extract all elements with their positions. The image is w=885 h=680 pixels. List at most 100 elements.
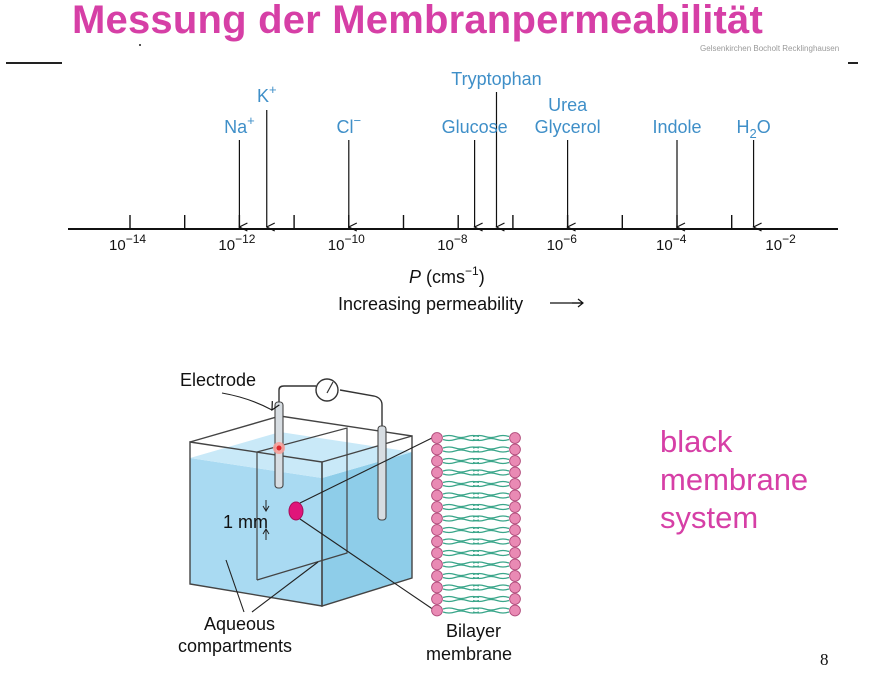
compartments-leader-right — [251, 561, 319, 613]
annotation-line1: black — [660, 424, 733, 459]
meter-dial — [315, 378, 339, 402]
lipid-tail — [472, 541, 510, 545]
compartments-leader-left — [225, 559, 245, 613]
lipid-tail — [472, 437, 510, 442]
lipid-tail — [472, 549, 510, 554]
tank-partition — [256, 427, 348, 581]
lipid-tail — [472, 538, 510, 542]
molecule-label-tryptophan: Tryptophan — [451, 69, 541, 89]
lipid-head — [431, 466, 443, 479]
molecule-label-indole: Indole — [652, 117, 701, 137]
tick-exponent: −10 — [344, 232, 365, 246]
water-top-face — [190, 432, 412, 478]
tick-exponent: −6 — [563, 232, 577, 246]
lipid-head — [509, 581, 521, 594]
lipid-tail — [472, 572, 510, 577]
scale-tick-label: 10−12 — [218, 232, 255, 254]
molecule-sup: + — [269, 82, 277, 97]
tick-exponent: −4 — [673, 232, 687, 246]
black-membrane-annotation: black membrane system — [660, 423, 808, 537]
electrode-leader — [221, 392, 272, 410]
tick-base: 10 — [547, 237, 564, 254]
slide-title: Messung der Membranpermeabilität — [72, 0, 764, 42]
lipid-head — [509, 558, 521, 571]
lipid-tail — [442, 495, 480, 499]
molecule-base: Glycerol — [535, 117, 601, 137]
lipid-head — [431, 524, 443, 536]
lipid-tail — [442, 492, 480, 496]
lipid-tail — [442, 587, 480, 591]
molecule-base: H — [736, 117, 749, 137]
lipid-tail — [442, 483, 480, 488]
lipid-tail — [442, 457, 480, 462]
lipid-tail — [472, 480, 510, 485]
axis-title: P (cms−1) — [409, 264, 485, 287]
scale-tick-label: 10−8 — [437, 232, 468, 254]
molecule-base: Glucose — [442, 117, 508, 137]
lipid-tail — [442, 549, 480, 554]
molecule-base: Tryptophan — [451, 69, 541, 89]
lipid-tail — [442, 572, 480, 577]
lipid-tail — [472, 506, 510, 511]
axis-unit-exp: −1 — [465, 264, 479, 278]
scale-ticks — [129, 215, 733, 229]
lipid-tail — [442, 607, 480, 611]
water-front-face — [190, 458, 322, 606]
electrode-wire — [278, 385, 383, 428]
scale-tick-label: 10−2 — [765, 232, 796, 254]
lipid-tail — [442, 503, 480, 508]
lipid-head — [509, 455, 521, 467]
lipid-head — [431, 478, 443, 490]
tick-base: 10 — [656, 237, 673, 254]
lipid-tail — [472, 472, 510, 476]
lipid-tail — [442, 552, 480, 557]
scale-tick-label: 10−10 — [328, 232, 365, 254]
lipid-tail — [442, 598, 480, 603]
lipid-tail — [472, 526, 510, 531]
lipid-tail — [472, 503, 510, 508]
lipid-tail — [442, 446, 480, 450]
tick-base: 10 — [437, 237, 454, 254]
direction-label: Increasing permeability — [338, 294, 523, 314]
lipid-tail — [442, 469, 480, 473]
molecule-label-glycerol: Glycerol — [535, 117, 601, 137]
molecule-base: Cl — [337, 117, 354, 137]
page-number: 8 — [820, 650, 829, 669]
molecule-base: K — [257, 86, 269, 106]
lipid-head — [509, 466, 521, 479]
molecule-arrows — [239, 92, 753, 227]
axis-unit-open: (cms — [421, 267, 465, 287]
header-rule-left — [6, 62, 62, 64]
zoom-line-bottom — [299, 518, 435, 611]
lipid-tail — [442, 518, 480, 522]
tick-exponent: −12 — [235, 232, 256, 246]
scale-tick-label: 10−6 — [547, 232, 578, 254]
lipid-tail — [442, 595, 480, 600]
lipid-head — [431, 547, 443, 559]
tick-base: 10 — [109, 237, 126, 254]
molecule-label-cl: Cl− — [337, 113, 362, 137]
lipid-tail — [472, 495, 510, 499]
molecule-label-na: Na+ — [224, 113, 255, 137]
lipid-tail — [472, 598, 510, 603]
header-rule-right — [848, 62, 858, 64]
permeability-scale: 10−14 10−12 10−10 10−8 10−6 10−4 10−2 Na+K+Cl−… — [68, 69, 838, 314]
lipid-tail — [472, 483, 510, 488]
axis-unit-close: ) — [479, 267, 485, 287]
lipid-tail — [442, 575, 480, 580]
lipid-head — [509, 593, 521, 605]
bilayer-label-line1: Bilayer — [446, 621, 501, 641]
molecule-tail: O — [757, 117, 771, 137]
lipid-tail — [472, 515, 510, 519]
lipid-tail — [442, 529, 480, 534]
lipid-tail — [472, 446, 510, 450]
annotation-line2: membrane — [660, 462, 809, 497]
molecule-sup: − — [354, 113, 362, 128]
lipid-head — [509, 501, 521, 513]
institution-name: Gelsenkirchen Bocholt Recklinghausen — [700, 44, 840, 53]
tick-exponent: −14 — [126, 232, 147, 246]
lipid-tail — [442, 584, 480, 588]
compartments-label-line2: compartments — [178, 636, 292, 656]
lipid-tail — [442, 538, 480, 542]
annotation-line3: system — [660, 500, 759, 535]
